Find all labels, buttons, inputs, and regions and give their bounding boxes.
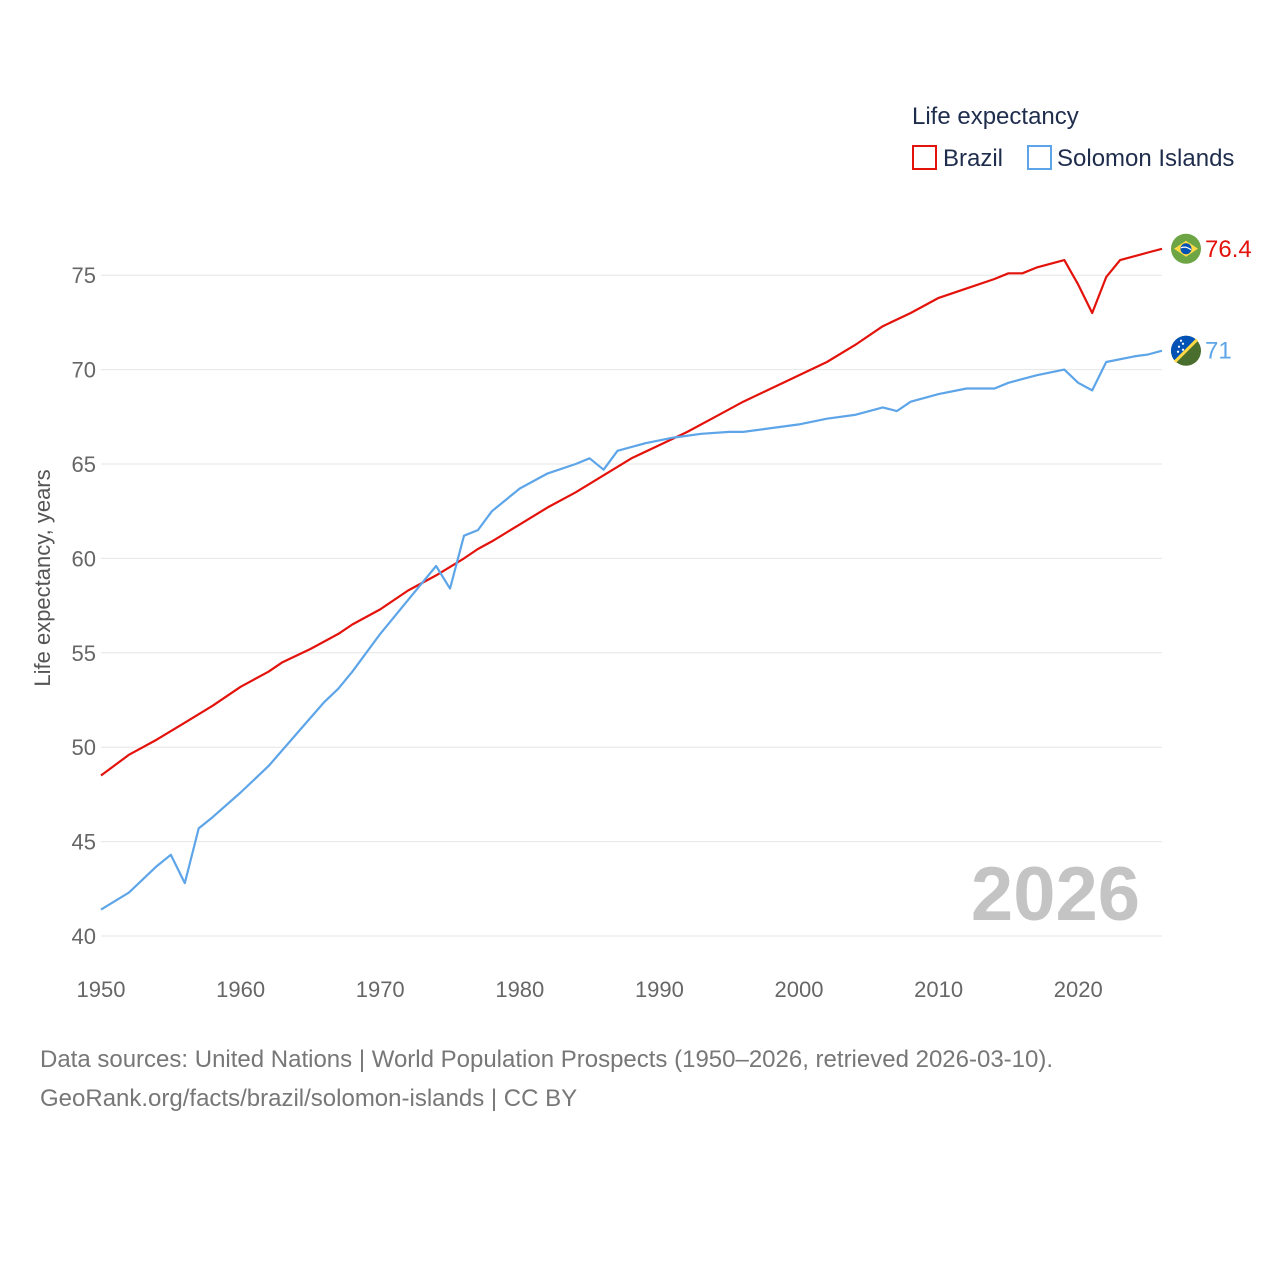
legend-swatch-brazil	[912, 145, 937, 170]
y-tick-label-75: 75	[72, 263, 96, 288]
legend: Life expectancy Brazil Solomon Islands	[912, 103, 1234, 172]
series-line-brazil	[100, 247, 1163, 777]
gridlines	[101, 274, 1162, 937]
legend-label-brazil: Brazil	[943, 145, 1003, 172]
x-tick-label-2020: 2020	[1054, 977, 1103, 1002]
y-tick-label-50: 50	[72, 735, 96, 760]
solomon-islands-flag-icon	[1171, 335, 1201, 366]
line-chart: 40 45 50 55 60 65 70 75 1950 1960 1970 1980 1990 200…	[30, 103, 1252, 1002]
year-watermark: 2026	[971, 852, 1140, 937]
series-line-solomon-islands	[100, 349, 1163, 911]
y-tick-label-40: 40	[72, 924, 96, 949]
series-end-markers: 76.4 71	[1171, 233, 1252, 366]
footer-line-sources: Data sources: United Nations | World Pop…	[40, 1046, 1054, 1073]
series-lines	[100, 247, 1163, 911]
x-tick-label-1980: 1980	[495, 977, 544, 1002]
y-tick-label-45: 45	[72, 830, 96, 855]
x-tick-label-1970: 1970	[356, 977, 405, 1002]
x-axis-ticks: 1950 1960 1970 1980 1990 2000 2010 2020	[77, 977, 1103, 1002]
y-axis-ticks: 40 45 50 55 60 65 70 75	[72, 263, 96, 949]
end-label-brazil: 76.4	[1205, 236, 1252, 263]
brazil-flag-icon	[1171, 233, 1201, 264]
footer-sources: Data sources: United Nations | World Pop…	[40, 1040, 1240, 1118]
legend-swatch-solomon-islands	[1027, 145, 1052, 170]
x-tick-label-2010: 2010	[914, 977, 963, 1002]
x-tick-label-2000: 2000	[775, 977, 824, 1002]
y-tick-label-60: 60	[72, 546, 96, 571]
end-label-solomon-islands: 71	[1205, 338, 1232, 365]
legend-item-solomon-islands[interactable]: Solomon Islands	[1027, 145, 1234, 172]
y-tick-label-55: 55	[72, 641, 96, 666]
legend-label-solomon-islands: Solomon Islands	[1057, 145, 1234, 172]
y-tick-label-65: 65	[72, 452, 96, 477]
legend-item-brazil[interactable]: Brazil	[912, 145, 1003, 172]
y-axis-label: Life expectancy, years	[30, 469, 55, 686]
footer-line-attribution[interactable]: GeoRank.org/facts/brazil/solomon-islands…	[40, 1085, 578, 1112]
x-tick-label-1960: 1960	[216, 977, 265, 1002]
y-tick-label-70: 70	[72, 358, 96, 383]
x-tick-label-1950: 1950	[77, 977, 126, 1002]
legend-title: Life expectancy	[912, 103, 1079, 130]
x-tick-label-1990: 1990	[635, 977, 684, 1002]
